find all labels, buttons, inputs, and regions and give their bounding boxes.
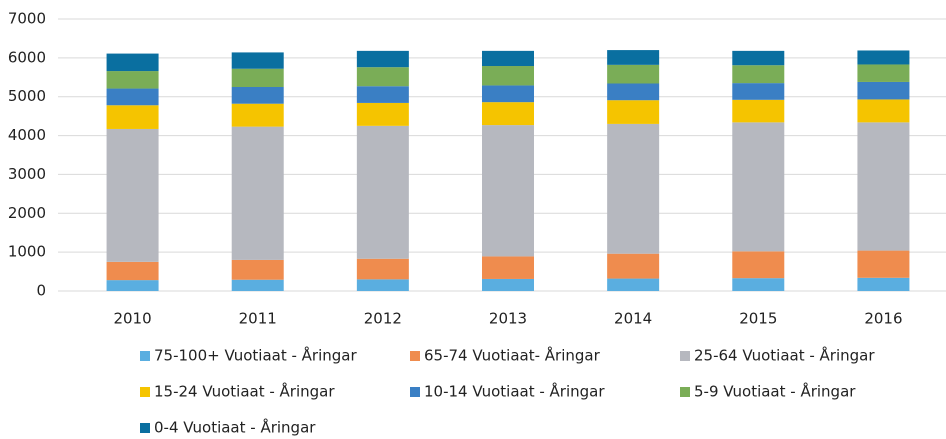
bar-segment (857, 250, 910, 278)
legend-label: 0-4 Vuotiaat - Åringar (154, 418, 316, 437)
bar-segment (482, 278, 534, 291)
bar-segment (732, 83, 785, 100)
bar-segment (356, 86, 409, 103)
x-tick-label: 2014 (614, 310, 652, 328)
bar-segment (857, 81, 910, 100)
bar-segment (482, 66, 534, 86)
bar-segment (607, 50, 660, 65)
bar-segment (482, 256, 534, 279)
y-tick-label: 5000 (8, 87, 46, 105)
x-tick-label: 2010 (113, 310, 151, 328)
bar-segment (356, 102, 409, 126)
legend-swatch (680, 351, 690, 361)
bar-segment (106, 280, 159, 291)
bar-segment (356, 50, 409, 68)
bar-segment (607, 123, 660, 254)
bar-segment (106, 88, 159, 106)
legend-label: 5-9 Vuotiaat - Åringar (694, 382, 856, 401)
bar-segment (732, 65, 785, 84)
legend-label: 25-64 Vuotiaat - Åringar (694, 346, 875, 365)
y-tick-label: 1000 (8, 243, 46, 261)
bar-segment (607, 253, 660, 279)
bar-segment (482, 50, 534, 67)
legend-swatch (680, 387, 690, 397)
bar-segment (732, 99, 785, 123)
bar-segment (857, 50, 910, 65)
legend-swatch (140, 351, 150, 361)
bar-segment (106, 53, 159, 72)
legend-swatch (140, 423, 150, 433)
bar-segment (231, 68, 284, 87)
y-tick-label: 4000 (8, 126, 46, 144)
bar-segment (732, 122, 785, 252)
bar-segment (356, 258, 409, 280)
x-tick-label: 2012 (364, 310, 402, 328)
bar-segment (356, 125, 409, 259)
bar-segment (607, 278, 660, 291)
bar-segment (607, 83, 660, 101)
bar-segment (607, 100, 660, 124)
legend-swatch (410, 387, 420, 397)
x-tick-label: 2015 (739, 310, 777, 328)
bar-segment (732, 251, 785, 279)
bar-segment (482, 102, 534, 126)
legend-swatch (140, 387, 150, 397)
bar-segment (231, 87, 284, 104)
x-tick-label: 2011 (239, 310, 277, 328)
legend-label: 10-14 Vuotiaat - Åringar (424, 382, 605, 401)
y-tick-label: 7000 (8, 10, 46, 28)
x-tick-label: 2016 (864, 310, 902, 328)
bar-segment (106, 261, 159, 281)
bar-segment (857, 99, 910, 123)
legend-swatch (410, 351, 420, 361)
legend-label: 75-100+ Vuotiaat - Åringar (154, 346, 357, 365)
bar-segment (482, 125, 534, 257)
y-tick-label: 6000 (8, 48, 46, 66)
x-tick-label: 2013 (489, 310, 527, 328)
y-tick-label: 0 (36, 282, 46, 300)
bar-segment (106, 71, 159, 89)
bar-segment (857, 64, 910, 82)
bar-segment (356, 279, 409, 291)
legend-label: 15-24 Vuotiaat - Åringar (154, 382, 335, 401)
bar-segment (231, 279, 284, 291)
bar-segment (857, 277, 910, 291)
bar-segment (857, 122, 910, 251)
bar-segment (732, 50, 785, 66)
bar-segment (231, 52, 284, 69)
bar-segment (231, 103, 284, 127)
bar-segment (231, 259, 284, 280)
bar-segment (231, 126, 284, 260)
bar-segment (356, 67, 409, 87)
bar-segment (482, 85, 534, 103)
bar-segment (607, 64, 660, 84)
bar-segment (106, 105, 159, 129)
y-tick-label: 2000 (8, 204, 46, 222)
bar-segment (106, 128, 159, 262)
legend-label: 65-74 Vuotiaat- Åringar (424, 346, 601, 365)
bar-segment (732, 278, 785, 291)
y-tick-label: 3000 (8, 165, 46, 183)
